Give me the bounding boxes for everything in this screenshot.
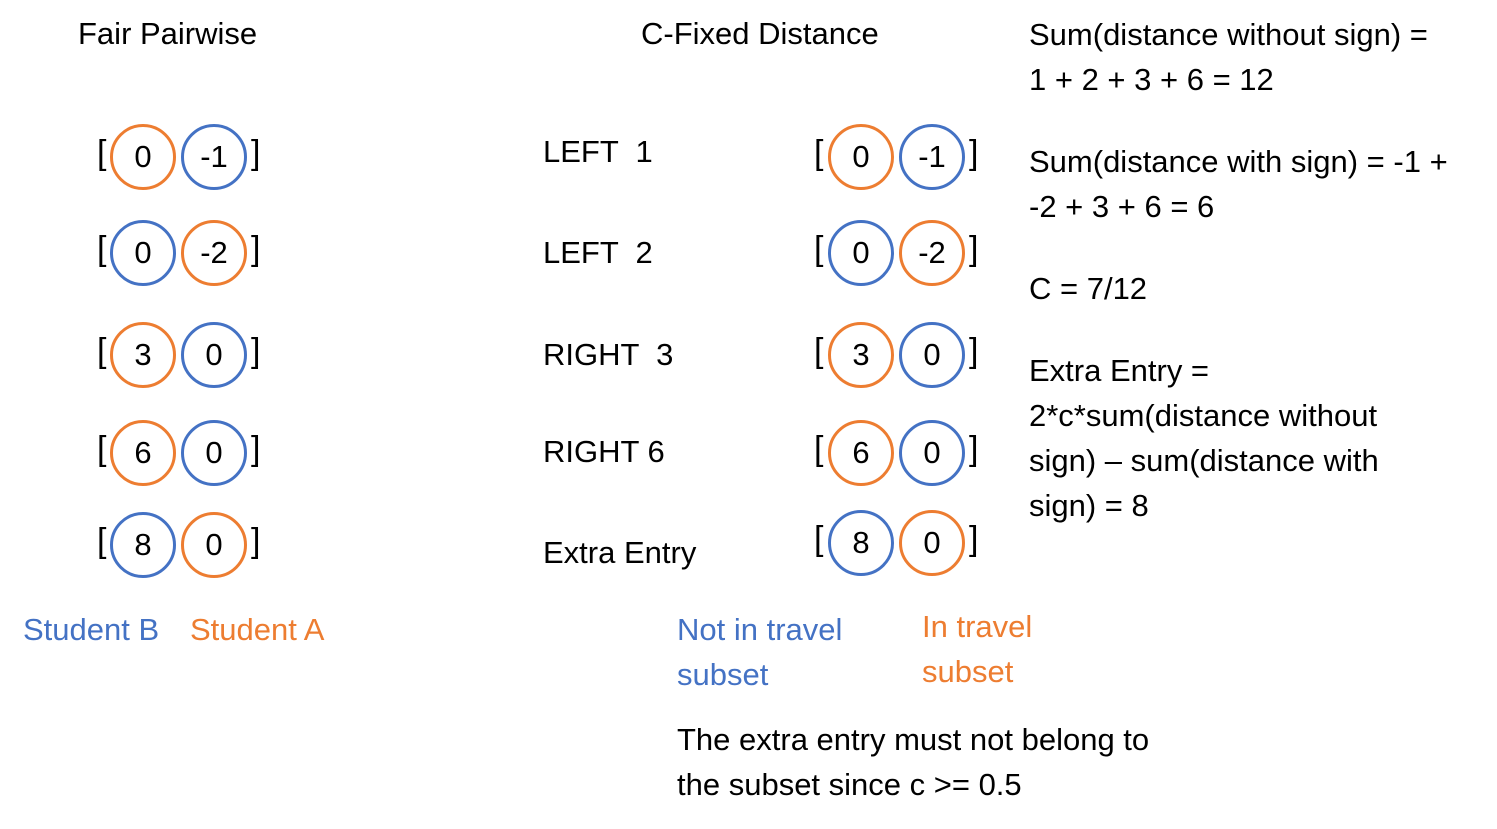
open-bracket: [: [97, 134, 107, 172]
fair-pairwise-title: Fair Pairwise: [78, 16, 258, 51]
orange-circle: -2: [181, 220, 247, 286]
close-bracket: ]: [969, 332, 979, 370]
c_fixed-row: [0 -1]: [0, 124, 978, 194]
note-c-value: C = 7/12: [1029, 271, 1148, 306]
orange-circle: 6: [110, 420, 176, 486]
fair_pairwise-row: [8 0]: [0, 512, 260, 582]
open-bracket: [: [814, 134, 824, 172]
c_fixed-row: [3 0]: [0, 322, 978, 392]
legend-student-b: Student B: [23, 612, 160, 647]
blue-circle: 0: [181, 322, 247, 388]
orange-circle: 0: [828, 124, 894, 190]
note-sum-with-sign: Sum(distance with sign) = -1 + -2 + 3 + …: [1029, 144, 1448, 224]
blue-circle: 0: [181, 420, 247, 486]
open-bracket: [: [814, 430, 824, 468]
close-bracket: ]: [251, 332, 261, 370]
close-bracket: ]: [969, 430, 979, 468]
c_fixed-row: [8 0]: [0, 510, 978, 580]
open-bracket: [: [814, 520, 824, 558]
blue-circle: -1: [899, 124, 965, 190]
c-fixed-row-label: LEFT 2: [543, 235, 653, 270]
open-bracket: [: [97, 522, 107, 560]
close-bracket: ]: [969, 520, 979, 558]
fair_pairwise-row: [0 -1]: [0, 124, 260, 194]
c-fixed-row-label: RIGHT 3: [543, 337, 674, 372]
fair_pairwise-row: [3 0]: [0, 322, 260, 392]
orange-circle: 3: [110, 322, 176, 388]
legend-student-a: Student A: [190, 612, 325, 647]
fair_pairwise-row: [6 0]: [0, 420, 260, 490]
orange-circle: -2: [899, 220, 965, 286]
open-bracket: [: [814, 230, 824, 268]
legend-in-travel-subset: In travel subset: [922, 609, 1033, 689]
blue-circle: 8: [110, 512, 176, 578]
close-bracket: ]: [251, 230, 261, 268]
blue-circle: 0: [828, 220, 894, 286]
orange-circle: 0: [181, 512, 247, 578]
fair_pairwise-row: [0 -2]: [0, 220, 260, 290]
close-bracket: ]: [969, 134, 979, 172]
legend-not-in-travel-subset: Not in travel subset: [677, 612, 843, 692]
note-sum-without-sign: Sum(distance without sign) = 1 + 2 + 3 +…: [1029, 17, 1428, 97]
close-bracket: ]: [251, 522, 261, 560]
c-fixed-row-label: RIGHT 6: [543, 434, 665, 469]
orange-circle: 0: [899, 510, 965, 576]
blue-circle: 0: [110, 220, 176, 286]
open-bracket: [: [97, 230, 107, 268]
blue-circle: -1: [181, 124, 247, 190]
orange-circle: 6: [828, 420, 894, 486]
blue-circle: 0: [899, 420, 965, 486]
c_fixed-row: [0 -2]: [0, 220, 978, 290]
open-bracket: [: [97, 430, 107, 468]
close-bracket: ]: [251, 430, 261, 468]
footnote: The extra entry must not belong to the s…: [677, 722, 1150, 802]
open-bracket: [: [97, 332, 107, 370]
c-fixed-row-label: Extra Entry: [543, 535, 697, 570]
orange-circle: 0: [110, 124, 176, 190]
blue-circle: 0: [899, 322, 965, 388]
open-bracket: [: [814, 332, 824, 370]
c-fixed-distance-title: C-Fixed Distance: [641, 16, 879, 51]
note-extra-entry: Extra Entry = 2*c*sum(distance without s…: [1029, 353, 1379, 523]
c_fixed-row: [6 0]: [0, 420, 978, 490]
orange-circle: 3: [828, 322, 894, 388]
close-bracket: ]: [251, 134, 261, 172]
c-fixed-row-label: LEFT 1: [543, 134, 653, 169]
blue-circle: 8: [828, 510, 894, 576]
close-bracket: ]: [969, 230, 979, 268]
